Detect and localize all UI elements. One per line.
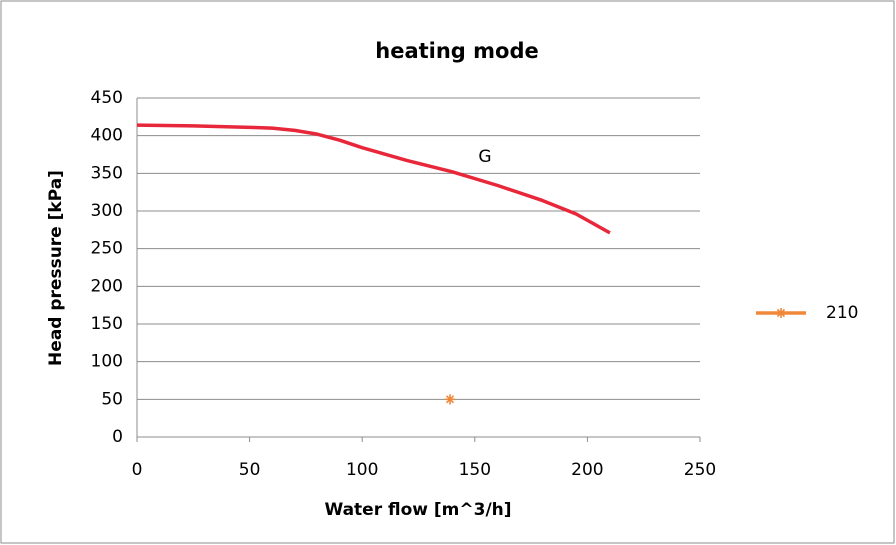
y-tick-label: 400	[91, 126, 123, 146]
x-tick-label: 50	[239, 460, 261, 480]
legend-marker	[776, 308, 786, 318]
chart-title: heating mode	[375, 39, 538, 63]
x-axis-label: Water flow [m^3/h]	[324, 500, 511, 520]
legend-label: 210	[826, 303, 858, 323]
x-tick-label: 100	[346, 460, 378, 480]
y-tick-label: 0	[112, 427, 123, 447]
y-tick-label: 150	[91, 314, 123, 334]
y-tick-label: 300	[91, 201, 123, 221]
marker	[445, 394, 456, 405]
y-tick-label: 350	[91, 163, 123, 183]
x-tick-label: 200	[571, 460, 603, 480]
y-tick-label: 50	[101, 389, 123, 409]
x-tick-label: 250	[684, 460, 716, 480]
series-line	[136, 123, 611, 235]
x-tick-label: 0	[132, 460, 143, 480]
x-tick-label: 150	[459, 460, 491, 480]
y-tick-label: 100	[91, 352, 123, 372]
annotation: G	[478, 147, 491, 167]
y-tick-label: 450	[91, 88, 123, 108]
y-tick-label: 250	[91, 239, 123, 259]
y-tick-label: 200	[91, 276, 123, 296]
y-axis-label: Head pressure [kPa]	[46, 170, 66, 366]
